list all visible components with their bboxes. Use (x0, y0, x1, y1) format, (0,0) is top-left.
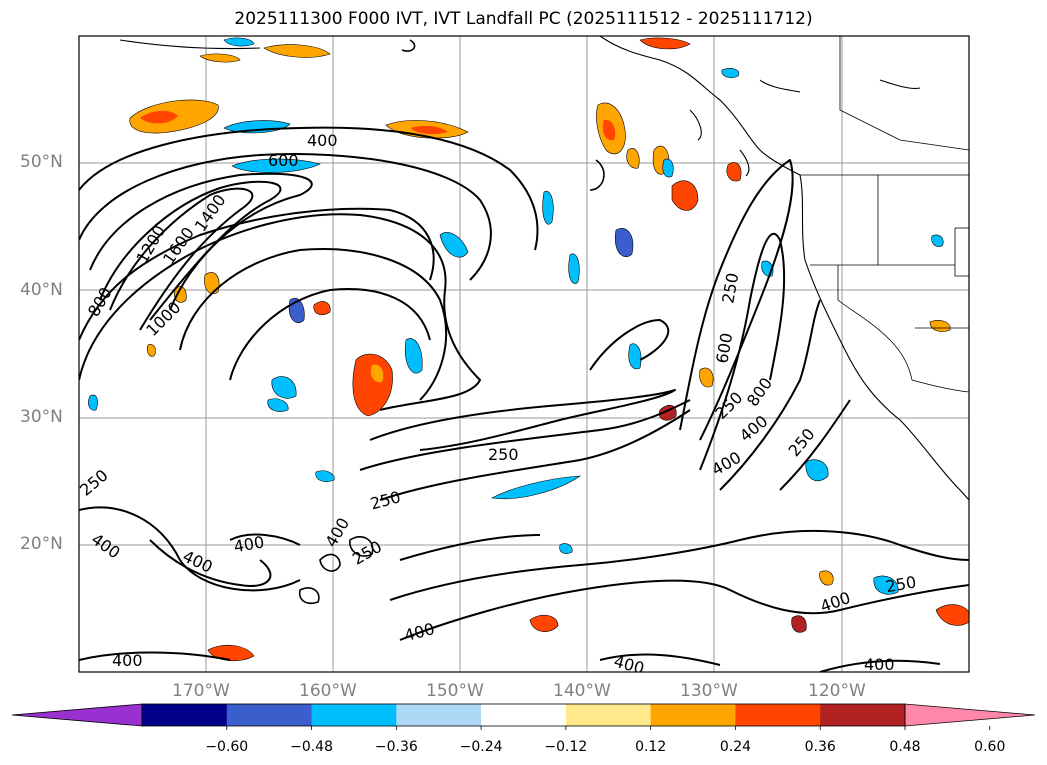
colorbar-bin (142, 704, 228, 726)
ivt-landfall-pc-shading (88, 37, 969, 662)
colorbar-bin (735, 704, 821, 726)
lon-label: 170°W (172, 681, 230, 701)
lon-label: 150°W (426, 681, 484, 701)
lon-label: 160°W (299, 681, 357, 701)
contour-label: 400 (864, 655, 895, 674)
colorbar-bin (226, 704, 313, 726)
contour-label: 400 (612, 652, 646, 678)
contour-label: 250 (488, 445, 519, 464)
colorbar-tick-label: 0.24 (719, 739, 752, 755)
colorbar-bin (565, 704, 652, 726)
political-borders (800, 36, 969, 393)
colorbar-bin (396, 704, 482, 726)
lat-label: 40°N (20, 280, 63, 300)
lat-label: 20°N (20, 534, 63, 554)
lon-label: 130°W (680, 681, 738, 701)
colorbar-outline (141, 703, 906, 727)
colorbar-tick-label: 0.60 (974, 739, 1006, 755)
map-frame (78, 35, 970, 673)
graticule (79, 36, 969, 672)
colorbar-tick-label: −0.36 (374, 739, 418, 755)
colorbar-bin (820, 704, 906, 726)
colorbar-extend-low (11, 703, 143, 727)
colorbar-tick-label: −0.60 (205, 739, 249, 755)
colorbar-tick-label: 0.12 (635, 739, 667, 755)
colorbar-bin (650, 704, 736, 726)
colorbar (11, 703, 1036, 730)
colorbar-bin (481, 704, 567, 726)
colorbar-tick-label: 0.48 (889, 739, 921, 755)
colorbar-extend-high (904, 703, 1036, 727)
colorbar-tick-label: −0.48 (290, 739, 333, 755)
colorbar-tick-label: −0.12 (544, 739, 588, 755)
coastlines (119, 36, 969, 501)
ivt-contours (79, 39, 969, 672)
contour-label: 400 (112, 651, 143, 670)
map-title: 2025111300 F000 IVT, IVT Landfall PC (20… (234, 9, 813, 29)
contour-label: 400 (307, 131, 338, 150)
contour-label: 600 (268, 151, 299, 170)
colorbar-bin (311, 704, 397, 726)
lat-label: 30°N (20, 407, 63, 427)
lon-label: 120°W (808, 681, 866, 701)
lat-label: 50°N (20, 152, 63, 172)
colorbar-tick-label: −0.24 (459, 739, 503, 755)
colorbar-tick-label: 0.36 (804, 739, 836, 755)
lon-label: 140°W (553, 681, 611, 701)
map-panel (79, 36, 969, 672)
